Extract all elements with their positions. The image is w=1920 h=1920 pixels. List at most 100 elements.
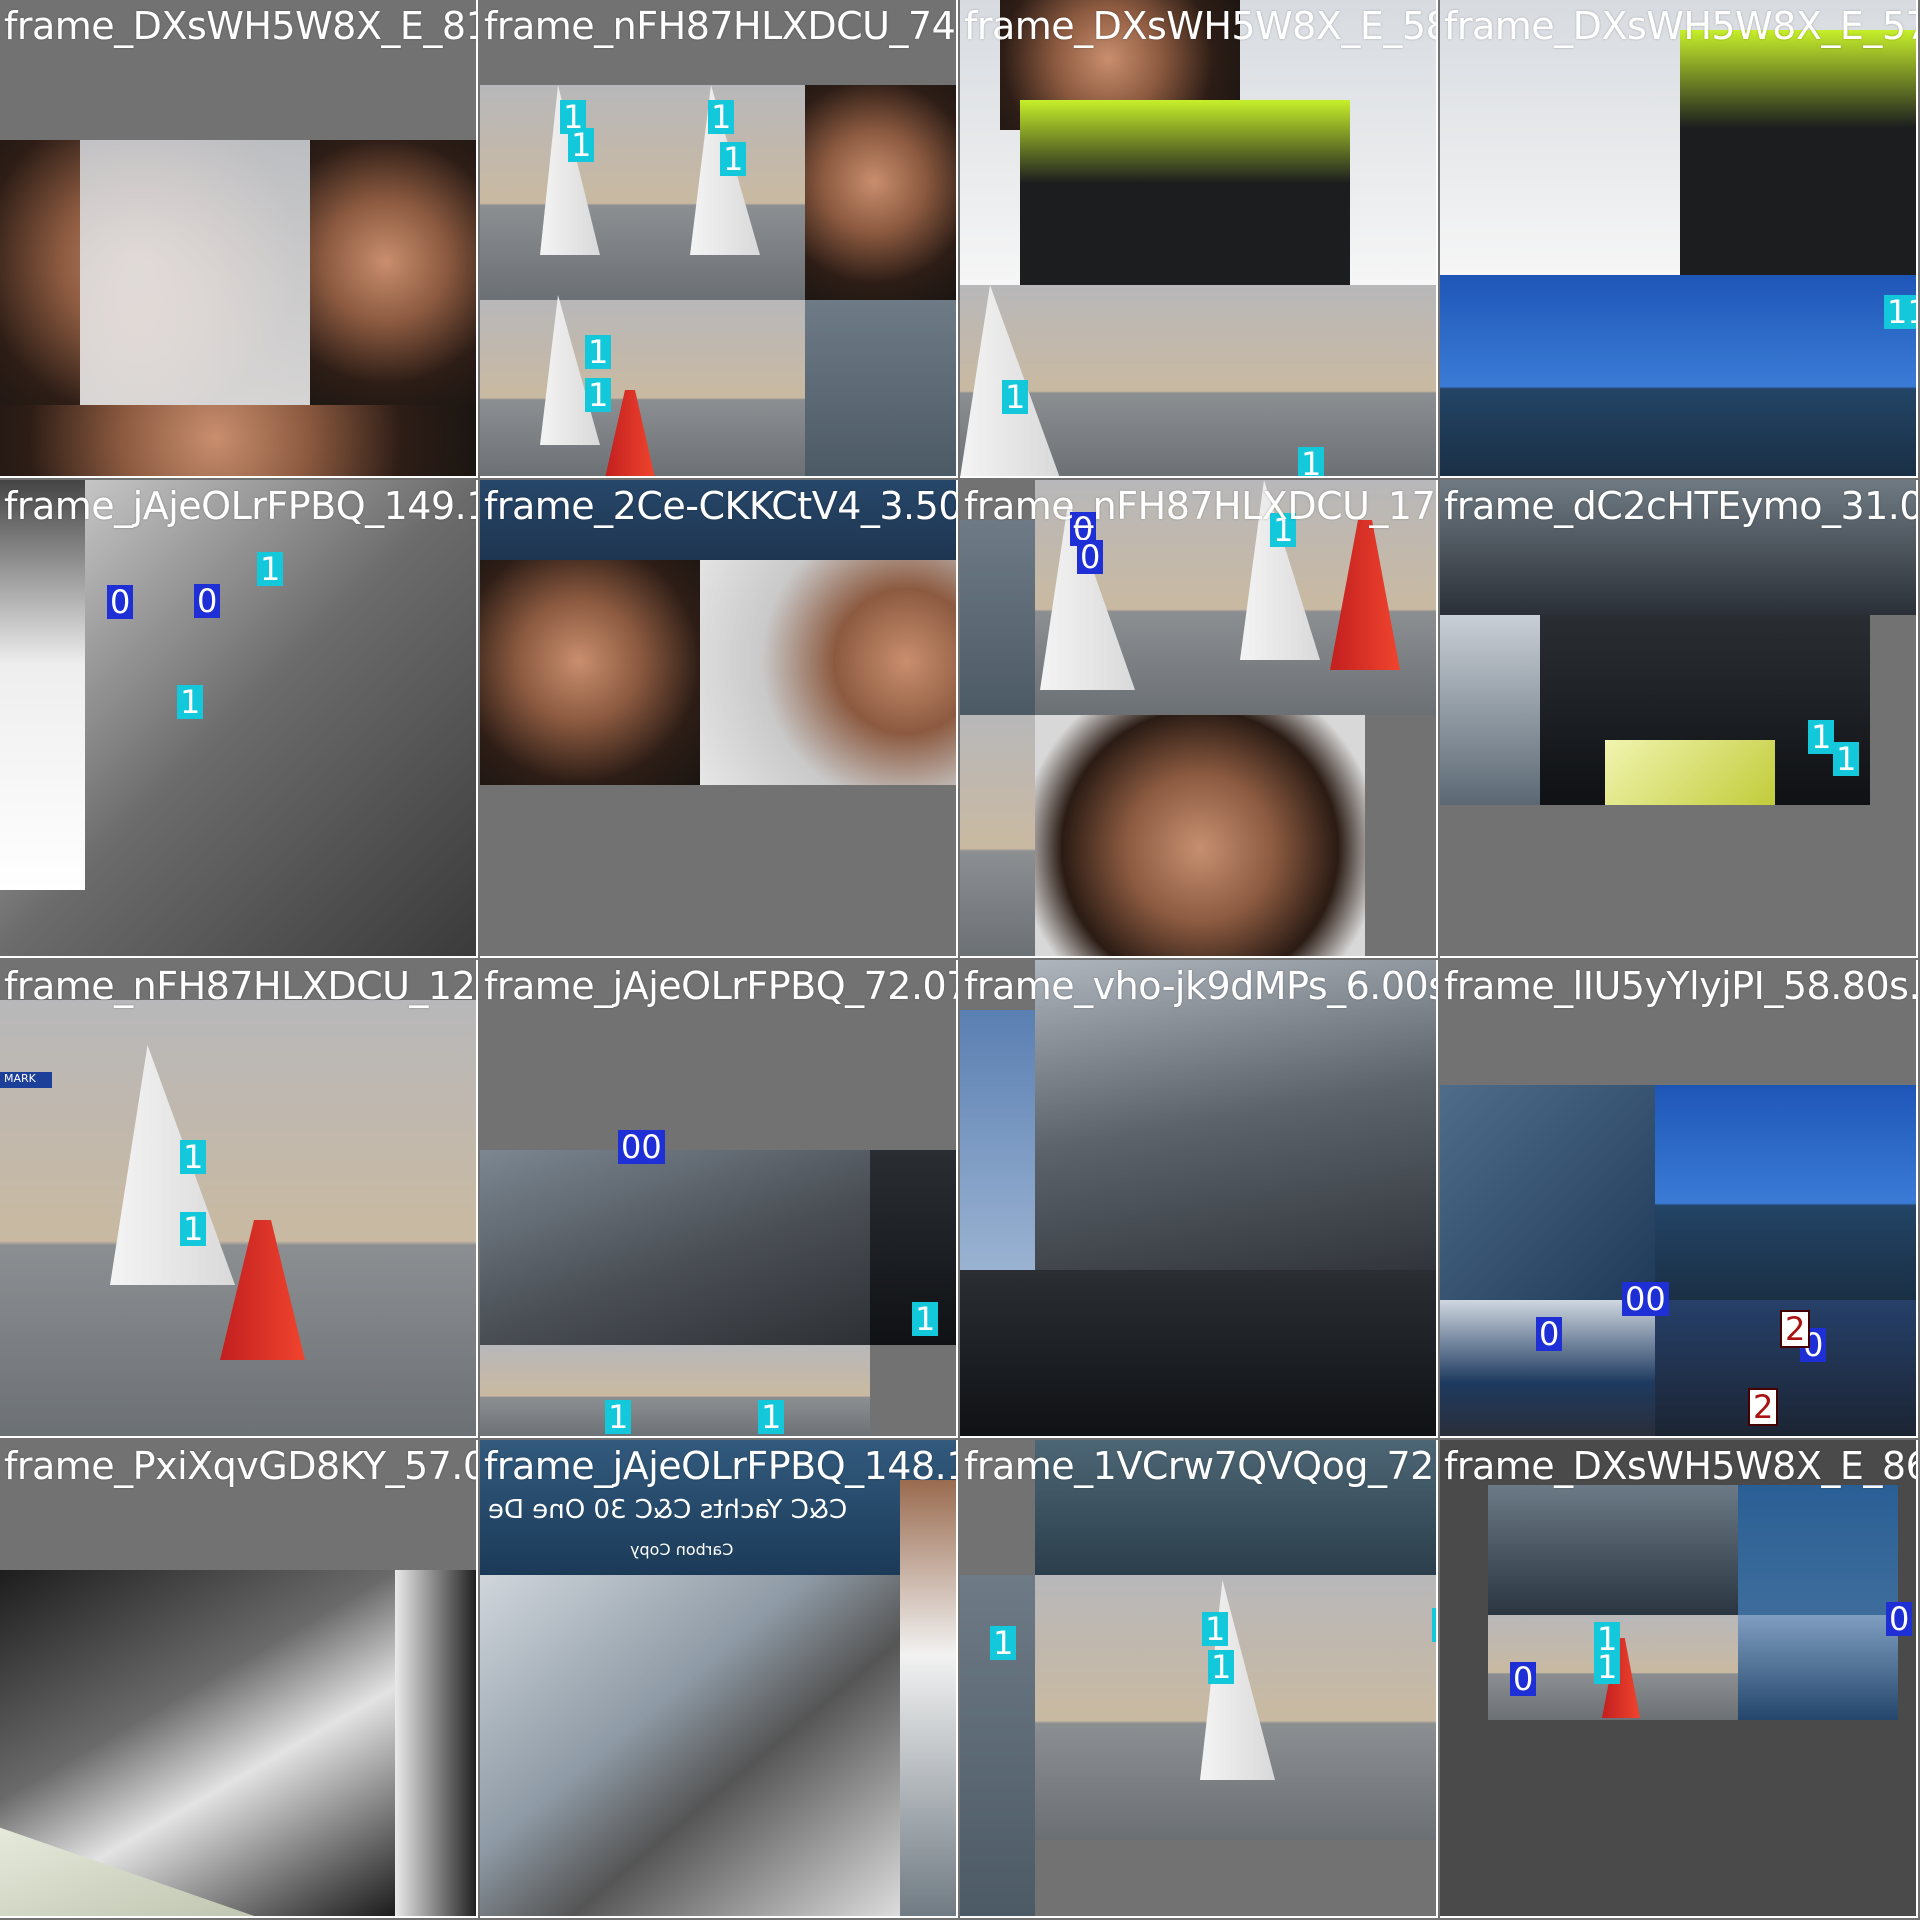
mosaic-tile-6: frame_2Ce-CKKCtV4_3.50s.jpg — [480, 480, 958, 958]
label-box-class-1: 1 — [257, 552, 284, 586]
tile-image — [1605, 740, 1775, 805]
tile-image — [480, 1440, 956, 1575]
label-box-class-0: 0 — [1510, 1662, 1537, 1696]
tile-image — [960, 520, 1035, 715]
tile-image — [900, 1480, 956, 1916]
label-box-class-1: 1 — [720, 142, 747, 176]
tile-image — [1035, 960, 1436, 1270]
label-box-class-1: 1 — [990, 1626, 1017, 1660]
tile-image — [480, 480, 956, 560]
label-box-class-1: 1 — [180, 1140, 207, 1174]
label-box-class-1: 1 — [585, 378, 612, 412]
label-box-class-1: 1 — [1270, 513, 1297, 547]
label-box-class-1: 1 — [1208, 1650, 1235, 1684]
tile-image — [0, 405, 476, 476]
tile-image — [1680, 30, 1916, 275]
tile-caption: frame_lIU5yYlyjPI_58.80s.jpg — [1444, 964, 1916, 1008]
mosaic-tile-2: 1 1 1 1 1 1 frame_nFH87HLXDCU_748.80s.jp… — [480, 0, 958, 478]
tile-image — [1738, 1615, 1898, 1720]
tile-image — [1440, 275, 1916, 476]
label-box-class-1: 1 — [1298, 447, 1325, 476]
tile-image — [1738, 1485, 1898, 1615]
label-box-class-0: 0 — [107, 585, 134, 619]
tile-image — [805, 85, 956, 300]
mark-label: MARK — [0, 1072, 52, 1088]
label-box-class-1: 1 — [605, 1400, 632, 1434]
label-box-class-1: 1 — [912, 1302, 939, 1336]
tile-image — [960, 1010, 1035, 1270]
tile-image — [960, 1270, 1436, 1436]
mosaic-tile-12: 00 0 0 2 2 frame_lIU5yYlyjPI_58.80s.jpg — [1440, 960, 1918, 1438]
tile-image — [480, 85, 805, 300]
label-box-class-1: 1 — [568, 128, 595, 162]
label-box-class-1: 11 — [1884, 295, 1916, 329]
label-box-class-1: 1 — [1002, 380, 1029, 414]
mosaic-tile-8: 1 1 frame_dC2cHTEymo_31.03... — [1440, 480, 1918, 958]
label-box-class-1: 1 — [758, 1400, 785, 1434]
label-box-class-2: 2 — [1780, 1310, 1811, 1348]
tile-caption: frame_jAjeOLrFPBQ_72.07s.jpg — [484, 964, 956, 1008]
label-box-class-0: 00 — [1622, 1282, 1669, 1316]
tile-caption: frame_nFH87HLXDCU_748.80s.jpg — [484, 4, 956, 48]
tile-image — [805, 300, 956, 476]
tile-caption: frame_DXsWH5W8X_E_81.00s.jpg — [4, 4, 476, 48]
tile-caption: frame_DXsWH5W8X_E_58.20s.jpg — [964, 4, 1436, 48]
label-box-class-0: 0 — [1536, 1317, 1563, 1351]
label-box-class-1: 1 — [1833, 742, 1860, 776]
tile-image — [480, 1345, 870, 1436]
label-box-class-0: 0 — [1077, 540, 1104, 574]
tile-image — [1488, 1485, 1738, 1615]
tile-image — [1440, 1085, 1655, 1300]
watermark-subtext: Carbon Copy — [630, 1540, 734, 1559]
tile-image — [0, 480, 85, 890]
mosaic-tile-1: frame_DXsWH5W8X_E_81.00s.jpg — [0, 0, 478, 478]
mosaic-tile-9: MARK 1 1 frame_nFH87HLXDCU_1264.40s.jpg — [0, 960, 478, 1438]
tile-image — [0, 1000, 476, 1436]
label-box-class-1: 1 — [1432, 1608, 1436, 1642]
tile-caption: frame_nFH87HLXDCU_1264.40s.jpg — [4, 964, 476, 1008]
label-box-class-1: 1 — [1808, 720, 1835, 754]
tile-image — [480, 1150, 870, 1345]
mosaic-tile-10: 00 1 1 1 1 frame_jAjeOLrFPBQ_72.07s.jpg — [480, 960, 958, 1438]
tile-image — [395, 1570, 476, 1916]
label-box-class-0: 0 — [1886, 1602, 1913, 1636]
label-box-class-1: 1 — [177, 685, 204, 719]
label-box-class-1: 1 — [585, 335, 612, 369]
tile-caption: frame_nFH87HLXDCU_1754.40s.jpg — [964, 484, 1436, 528]
tile-caption: frame_jAjeOLrFPBQ_148.15s.jpg — [484, 1444, 956, 1488]
mosaic-tile-15: 1 1 1 1 frame_1VCrw7QVQog_72.00s.jpg — [960, 1440, 1438, 1918]
tile-caption: frame_DXsWH5W8X_E_57... — [1444, 4, 1918, 48]
mosaic-tile-13: frame_PxiXqvGD8KY_57.06s.jpg — [0, 1440, 478, 1918]
label-box-class-1: 1 — [708, 100, 735, 134]
tile-caption: frame_PxiXqvGD8KY_57.06s.jpg — [4, 1444, 476, 1488]
label-box-class-2: 2 — [1748, 1388, 1779, 1426]
tile-image — [480, 1575, 900, 1916]
tile-caption: frame_1VCrw7QVQog_72.00s.jpg — [964, 1444, 1438, 1488]
tile-image — [960, 715, 1035, 956]
tile-caption: frame_jAjeOLrFPBQ_149.15s.jpg — [4, 484, 476, 528]
tile-image — [1020, 100, 1350, 285]
tile-image — [80, 140, 310, 410]
tile-caption: frame_vho-jk9dMPs_6.00s.jpg — [964, 964, 1436, 1008]
mosaic-tile-16: 1 1 0 0 frame_DXsWH5W8X_E_86... — [1440, 1440, 1918, 1918]
label-box-class-1: 1 — [1202, 1612, 1229, 1646]
mosaic-tile-3: 1 1 frame_DXsWH5W8X_E_58.20s.jpg — [960, 0, 1438, 478]
label-box-class-1: 1 — [1594, 1650, 1621, 1684]
mosaic-tile-4: 11 frame_DXsWH5W8X_E_57... — [1440, 0, 1918, 478]
tile-caption: frame_2Ce-CKKCtV4_3.50s.jpg — [484, 484, 956, 528]
mosaic-tile-11: frame_vho-jk9dMPs_6.00s.jpg — [960, 960, 1438, 1438]
tile-caption: frame_dC2cHTEymo_31.03... — [1444, 484, 1918, 528]
watermark-text: C&C Yachts C&C 30 One De — [488, 1495, 848, 1525]
mosaic-tile-7: 0 0 1 frame_nFH87HLXDCU_1754.40s.jpg — [960, 480, 1438, 958]
label-box-class-1: 1 — [180, 1212, 207, 1246]
tile-image — [1655, 1085, 1916, 1300]
tile-caption: frame_DXsWH5W8X_E_86... — [1444, 1444, 1918, 1488]
mosaic-tile-14: C&C Yachts C&C 30 One De Carbon Copy fra… — [480, 1440, 958, 1918]
tile-image — [1035, 1440, 1436, 1575]
mosaic-tile-5: 0 0 1 1 frame_jAjeOLrFPBQ_149.15s.jpg — [0, 480, 478, 958]
label-box-class-0: 0 — [194, 584, 221, 618]
tile-image — [700, 560, 956, 785]
label-box-class-0: 00 — [618, 1130, 665, 1164]
tile-image — [310, 140, 476, 410]
